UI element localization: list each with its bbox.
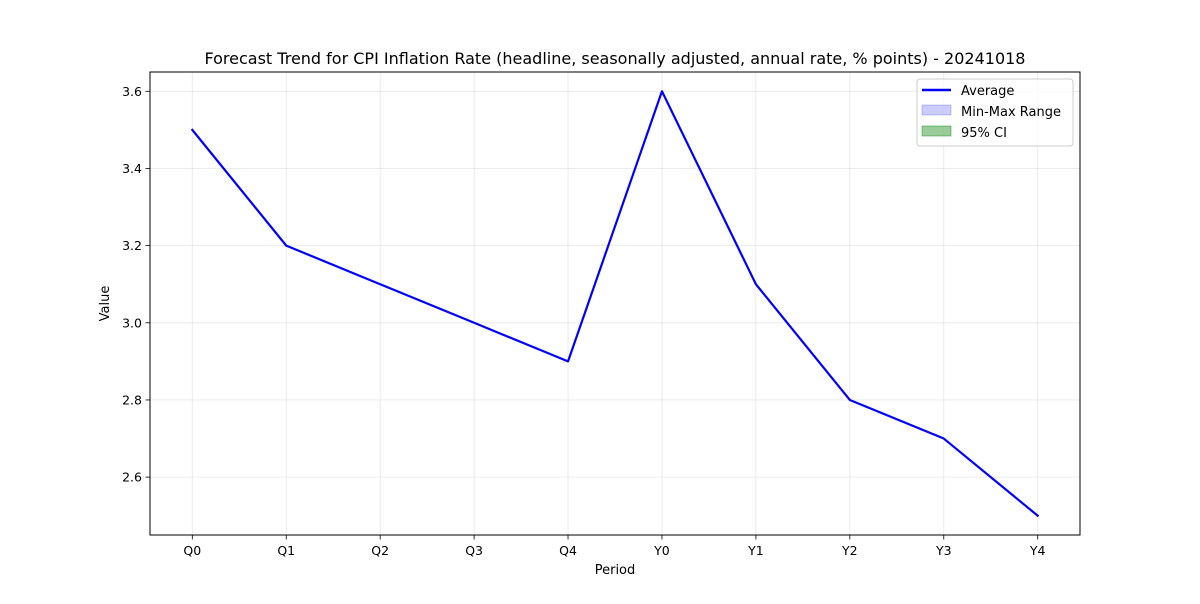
x-tick-label: Y1	[747, 543, 764, 558]
x-tick-label: Y4	[1029, 543, 1046, 558]
legend-label-min-max: Min-Max Range	[961, 105, 1061, 120]
x-tick-label: Y3	[935, 543, 952, 558]
legend-label-ci: 95% CI	[961, 126, 1007, 141]
series-layer	[192, 91, 1037, 515]
x-tick-label: Q3	[465, 543, 483, 558]
x-tick-label: Y0	[653, 543, 670, 558]
legend-swatch-ci	[922, 126, 951, 136]
legend-swatch-min-max	[922, 105, 951, 115]
axis-ticks: Q0 Q1 Q2 Q3 Q4 Y0 Y1 Y2 Y3 Y4 2.6 2.8 3.0 3.2 3.4 3.6	[122, 84, 1045, 558]
y-tick-label: 3.0	[122, 315, 142, 330]
legend-label-average: Average	[961, 84, 1014, 99]
y-tick-label: 3.6	[122, 84, 142, 99]
chart-title: Forecast Trend for CPI Inflation Rate (h…	[205, 49, 1026, 68]
y-tick-label: 2.8	[122, 392, 142, 407]
x-tick-label: Q1	[277, 543, 295, 558]
y-tick-label: 2.6	[122, 470, 142, 485]
x-tick-label: Q0	[183, 543, 201, 558]
series-line-average	[192, 91, 1037, 515]
y-axis-label: Value	[98, 286, 113, 322]
y-tick-label: 3.2	[122, 238, 142, 253]
x-axis-label: Period	[595, 563, 636, 578]
y-tick-label: 3.4	[122, 161, 142, 176]
x-tick-label: Q4	[559, 543, 577, 558]
x-tick-label: Y2	[841, 543, 858, 558]
x-tick-label: Q2	[371, 543, 389, 558]
legend: Average Min-Max Range 95% CI	[917, 79, 1073, 146]
